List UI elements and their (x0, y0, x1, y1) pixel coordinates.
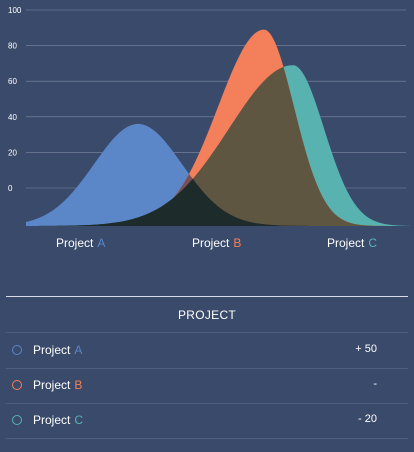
y-tick-label: 0 (8, 184, 13, 193)
list-item-project-a[interactable]: Project A + 50 (0, 333, 414, 368)
x-label-project-c: Project C (327, 236, 378, 250)
row-separator (6, 438, 408, 439)
series-area-project-a (26, 123, 410, 226)
row-separator (6, 403, 408, 404)
y-tick-label: 60 (8, 77, 17, 86)
x-label-project-b: Project B (192, 236, 242, 250)
table-title: PROJECT (177, 308, 237, 322)
y-tick-label: 80 (8, 42, 17, 51)
section-divider (6, 296, 408, 297)
row-label: Project C (33, 413, 84, 427)
row-value: - (373, 378, 377, 390)
x-label-project-a: Project A (56, 236, 106, 250)
row-value: - 20 (358, 413, 377, 425)
row-value: + 50 (355, 343, 377, 355)
y-tick-label: 20 (8, 148, 17, 157)
row-separator (6, 368, 408, 369)
y-tick-label: 100 (8, 6, 22, 15)
circle-icon (12, 345, 22, 355)
y-tick-label: 40 (8, 113, 17, 122)
chart-panel: 100 80 60 40 20 0 Project A Project B Project C (0, 6, 414, 250)
list-item-project-c[interactable]: Project C - 20 (0, 403, 414, 438)
circle-icon (12, 415, 22, 425)
series-areas (26, 29, 410, 226)
row-label: Project B (33, 378, 83, 392)
list-item-project-b[interactable]: Project B - (0, 368, 414, 403)
row-separator (6, 332, 408, 333)
circle-icon (12, 380, 22, 390)
x-axis-labels: Project A Project B Project C (0, 236, 414, 250)
series-area-project-b (26, 29, 410, 226)
row-label: Project A (33, 343, 83, 357)
area-chart: 100 80 60 40 20 0 (8, 6, 410, 226)
